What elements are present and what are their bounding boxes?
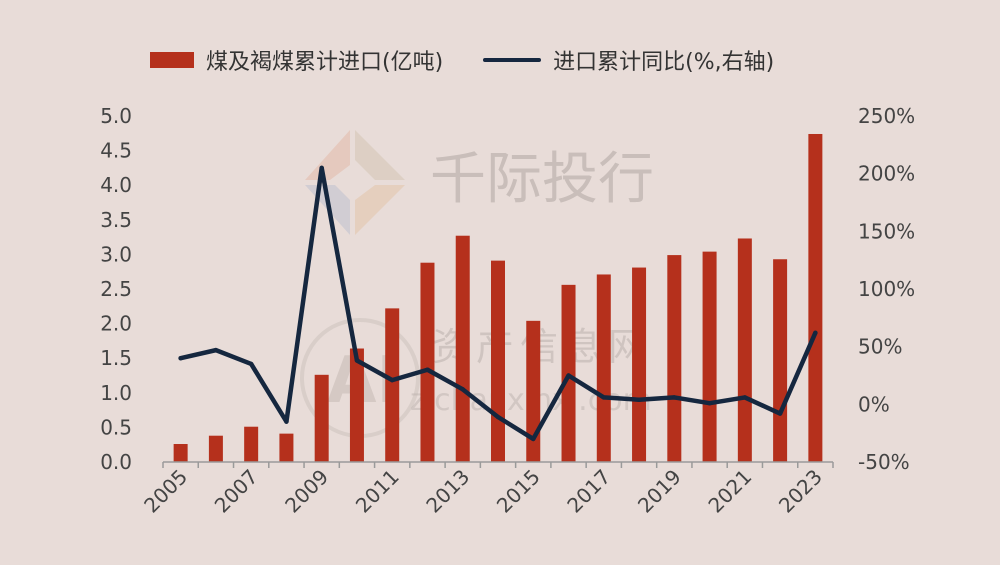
bar-2014 <box>491 260 505 462</box>
yoy-point-2022 <box>777 411 783 416</box>
bar-2012 <box>420 262 435 462</box>
y-left-tick-label: 1.0 <box>100 381 132 405</box>
legend-item-imports: 煤及褐煤累计进口(亿吨) <box>150 44 443 76</box>
bar-2010 <box>349 348 364 462</box>
y-right-tick-label: 100% <box>858 277 915 301</box>
yoy-point-2008 <box>284 419 289 424</box>
yoy-point-2014 <box>495 414 501 420</box>
yoy-point-2020 <box>707 400 712 406</box>
x-tick-label-2013: 2013 <box>421 465 474 518</box>
y-left-tick-label: 4.5 <box>100 139 132 163</box>
bar-2005 <box>173 444 188 462</box>
yoy-point-2011 <box>390 377 395 383</box>
y-right-tick-label: -50% <box>858 450 910 474</box>
x-tick-label-2017: 2017 <box>562 465 615 518</box>
y-right-tick-label: 200% <box>858 162 915 186</box>
y-left-tick-label: 4.0 <box>100 173 132 197</box>
yoy-point-2015 <box>531 436 536 442</box>
watermark-logo-piece <box>355 130 405 180</box>
x-tick-label-2019: 2019 <box>633 465 686 518</box>
y-left-tick-label: 5.0 <box>100 104 132 128</box>
y-left-tick-label: 3.0 <box>100 242 132 266</box>
yoy-point-2016 <box>566 373 571 378</box>
yoy-point-2012 <box>425 367 430 372</box>
yoy-point-2021 <box>742 395 748 400</box>
legend: 煤及褐煤累计进口(亿吨) 进口累计同比(%,右轴) <box>150 40 910 80</box>
bar-2018 <box>632 267 647 462</box>
yoy-point-2013 <box>460 387 465 392</box>
yoy-point-2007 <box>248 361 254 367</box>
y-right-tick-label: 150% <box>858 219 915 243</box>
x-tick-label-2011: 2011 <box>351 465 404 518</box>
yoy-point-2023 <box>813 330 818 336</box>
bar-2011 <box>385 308 400 462</box>
watermark-brand: 千际投行 <box>430 147 654 212</box>
legend-label-yoy: 进口累计同比(%,右轴) <box>553 50 775 75</box>
legend-swatch-bar <box>150 52 194 68</box>
x-tick-label-2023: 2023 <box>774 465 827 518</box>
bar-2013 <box>455 235 470 462</box>
bar-2021 <box>737 238 752 462</box>
bar-2015 <box>526 320 541 462</box>
bar-2008 <box>279 433 294 462</box>
x-tick-label-2005: 2005 <box>139 465 192 518</box>
watermark-logo-piece <box>355 185 405 235</box>
bar-2022 <box>773 259 788 462</box>
y-left-tick-label: 1.5 <box>100 346 132 370</box>
bar-2023 <box>808 133 823 462</box>
y-left-tick-label: 0.0 <box>100 450 132 474</box>
y-right-tick-label: 50% <box>858 335 902 359</box>
y-right-tick-label: 250% <box>858 104 915 128</box>
x-tick-label-2009: 2009 <box>280 465 333 518</box>
bar-2006 <box>208 435 223 462</box>
bar-2020 <box>702 251 717 462</box>
yoy-point-2009 <box>319 165 324 171</box>
yoy-point-2019 <box>672 395 677 400</box>
yoy-point-2017 <box>601 395 606 400</box>
watermark-logo-piece <box>305 130 350 180</box>
legend-swatch-line <box>483 58 542 62</box>
x-tick-label-2007: 2007 <box>210 465 263 518</box>
x-tick-label-2015: 2015 <box>492 465 545 518</box>
x-tick-label-2021: 2021 <box>703 465 756 518</box>
bar-2019 <box>667 255 682 462</box>
y-left-tick-label: 0.5 <box>100 415 132 439</box>
yoy-point-2010 <box>354 358 360 363</box>
bar-2007 <box>244 426 259 462</box>
bar-2017 <box>596 274 611 462</box>
y-left-tick-label: 2.5 <box>100 277 132 301</box>
yoy-point-2018 <box>636 397 642 402</box>
yoy-point-2006 <box>213 347 219 353</box>
y-left-tick-label: 3.5 <box>100 208 132 232</box>
legend-label-imports: 煤及褐煤累计进口(亿吨) <box>206 50 444 75</box>
yoy-point-2005 <box>178 356 183 361</box>
y-right-tick-label: 0% <box>858 392 890 416</box>
legend-item-yoy: 进口累计同比(%,右轴) <box>483 44 774 76</box>
bar-2009 <box>314 374 329 462</box>
y-left-tick-label: 2.0 <box>100 312 132 336</box>
